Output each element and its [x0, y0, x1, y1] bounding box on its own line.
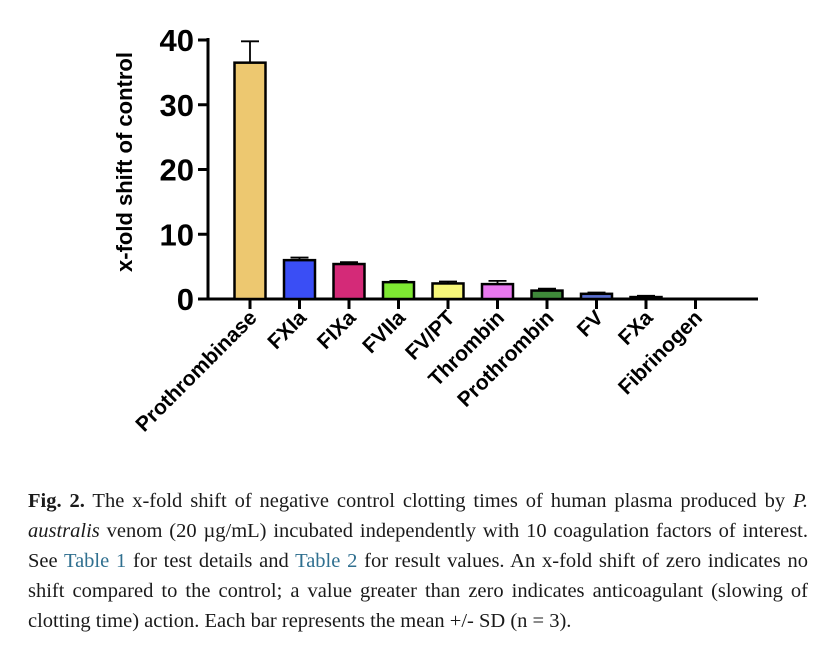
x-tick-label: FV: [573, 306, 608, 341]
table-2-link[interactable]: Table 2: [295, 550, 358, 572]
y-tick-label: 10: [160, 217, 194, 252]
caption-lead: Fig. 2.: [28, 490, 85, 512]
y-tick-label: 20: [160, 153, 194, 188]
figure-caption: Fig. 2. The x-fold shift of negative con…: [28, 486, 808, 636]
table-1-link[interactable]: Table 1: [63, 550, 127, 572]
bar: [530, 289, 564, 301]
bar: [629, 295, 663, 301]
bar: [381, 280, 416, 301]
bar: [480, 282, 515, 301]
x-tick-label: Prothrombinase: [131, 306, 261, 436]
y-tick-label: 0: [177, 282, 194, 317]
caption-species: P. australis: [28, 490, 809, 542]
bar: [233, 61, 267, 301]
y-tick-label: 30: [160, 88, 194, 123]
x-tick-label: FXa: [614, 306, 658, 350]
figure: 0 10 20 30 40 x-fold shift of control Prothrom…: [112, 23, 758, 436]
bar: [332, 262, 366, 301]
y-tick-label: 40: [160, 23, 194, 58]
caption-text-3: for test details and: [126, 550, 296, 572]
bar-chart: 0 10 20 30 40 x-fold shift of control Prothrom…: [112, 23, 758, 436]
caption-text-2: venom (20 µg/mL) incubated independently…: [28, 520, 808, 572]
bar: [282, 258, 317, 301]
x-tick-label: FXIa: [263, 306, 311, 354]
y-axis-label: x-fold shift of control: [112, 52, 137, 272]
caption-text-4: for result values. An x-fold shift of ze…: [28, 550, 809, 632]
x-tick-label: FIXa: [313, 306, 361, 354]
bar: [431, 282, 465, 301]
bar: [579, 292, 614, 301]
caption-text-1: The x-fold shift of negative control clo…: [84, 490, 793, 512]
